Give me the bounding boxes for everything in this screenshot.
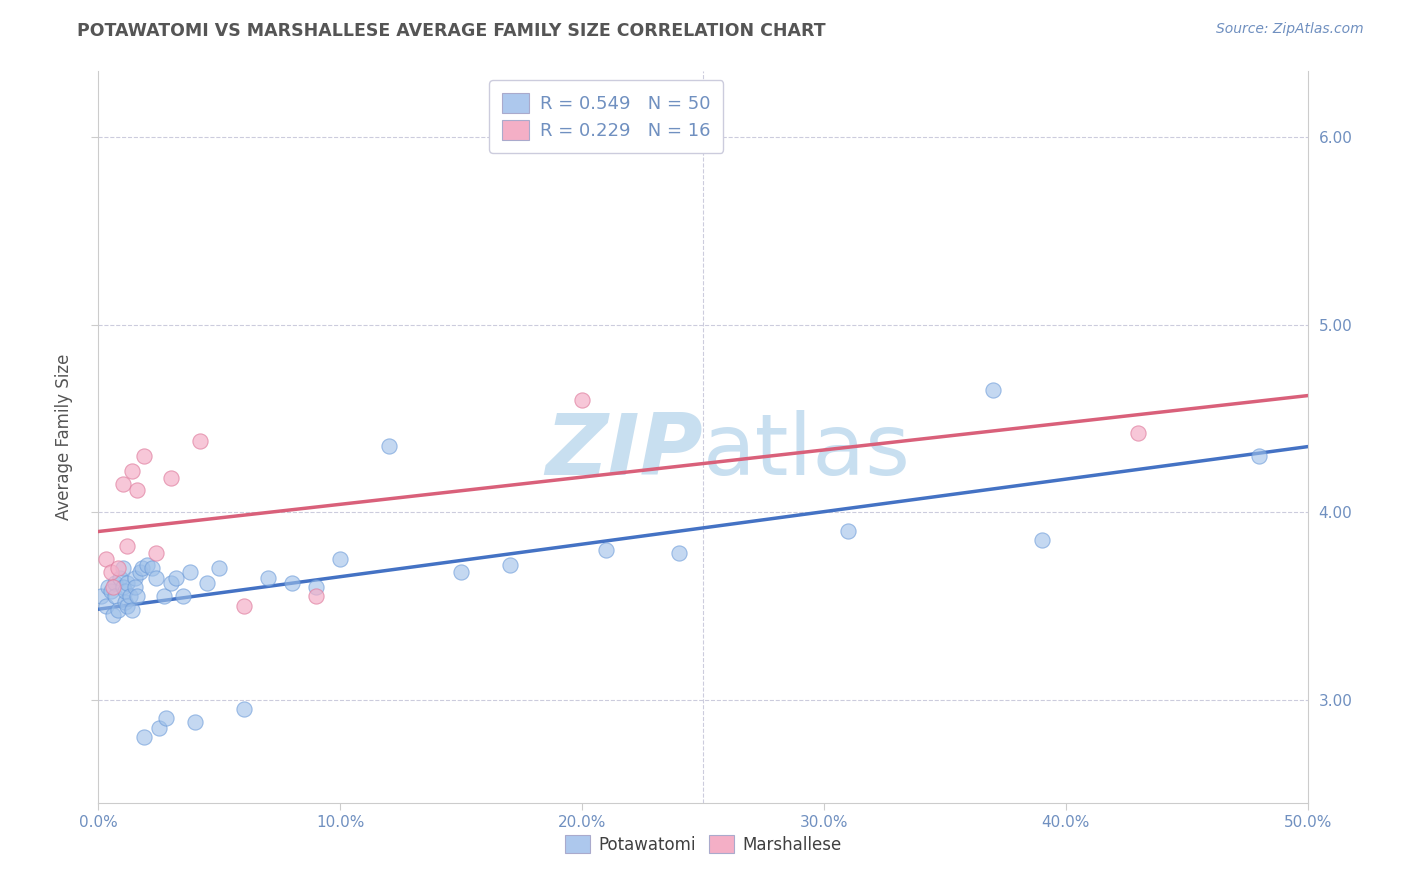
Point	[104, 590, 127, 604]
Point	[981, 383, 1004, 397]
Point	[160, 576, 183, 591]
Point	[118, 590, 141, 604]
Point	[101, 608, 124, 623]
Point	[256, 571, 278, 585]
Point	[111, 580, 134, 594]
Point	[232, 702, 254, 716]
Point	[117, 599, 139, 613]
Point	[148, 721, 170, 735]
Point	[94, 599, 117, 613]
Point	[131, 561, 153, 575]
Point	[124, 580, 146, 594]
Point	[100, 583, 122, 598]
Point	[127, 590, 149, 604]
Point	[595, 542, 617, 557]
Point	[135, 558, 157, 572]
Text: ZIP: ZIP	[546, 410, 703, 493]
Point	[165, 571, 187, 585]
Point	[141, 561, 163, 575]
Point	[498, 558, 520, 572]
Point	[121, 464, 143, 478]
Point	[305, 580, 328, 594]
Point	[117, 576, 139, 591]
Point	[111, 477, 134, 491]
Point	[281, 576, 304, 591]
Point	[114, 583, 136, 598]
Point	[152, 590, 174, 604]
Point	[377, 440, 399, 454]
Point	[232, 599, 254, 613]
Point	[329, 552, 352, 566]
Point	[172, 590, 194, 604]
Point	[208, 561, 231, 575]
Point	[188, 434, 211, 448]
Point	[450, 565, 472, 579]
Point	[134, 449, 156, 463]
Point	[94, 552, 117, 566]
Point	[837, 524, 859, 538]
Point	[160, 471, 183, 485]
Text: Source: ZipAtlas.com: Source: ZipAtlas.com	[1216, 22, 1364, 37]
Point	[101, 580, 124, 594]
Legend: Potawatomi, Marshallese: Potawatomi, Marshallese	[558, 829, 848, 860]
Point	[179, 565, 201, 579]
Point	[1128, 426, 1150, 441]
Point	[1249, 449, 1271, 463]
Point	[117, 539, 139, 553]
Point	[145, 546, 167, 560]
Point	[100, 565, 122, 579]
Point	[1031, 533, 1053, 548]
Point	[121, 602, 143, 616]
Text: POTAWATOMI VS MARSHALLESE AVERAGE FAMILY SIZE CORRELATION CHART: POTAWATOMI VS MARSHALLESE AVERAGE FAMILY…	[77, 22, 825, 40]
Point	[90, 590, 112, 604]
Point	[571, 392, 593, 407]
Point	[128, 565, 150, 579]
Point	[127, 483, 149, 497]
Point	[107, 561, 129, 575]
Point	[145, 571, 167, 585]
Point	[111, 561, 134, 575]
Point	[104, 576, 127, 591]
Point	[305, 590, 328, 604]
Point	[134, 730, 156, 744]
Point	[155, 711, 177, 725]
Point	[124, 571, 146, 585]
Y-axis label: Average Family Size: Average Family Size	[55, 354, 73, 520]
Point	[184, 715, 207, 730]
Point	[97, 580, 120, 594]
Point	[107, 602, 129, 616]
Point	[668, 546, 690, 560]
Point	[195, 576, 218, 591]
Point	[108, 571, 131, 585]
Point	[114, 595, 136, 609]
Text: atlas: atlas	[703, 410, 911, 493]
